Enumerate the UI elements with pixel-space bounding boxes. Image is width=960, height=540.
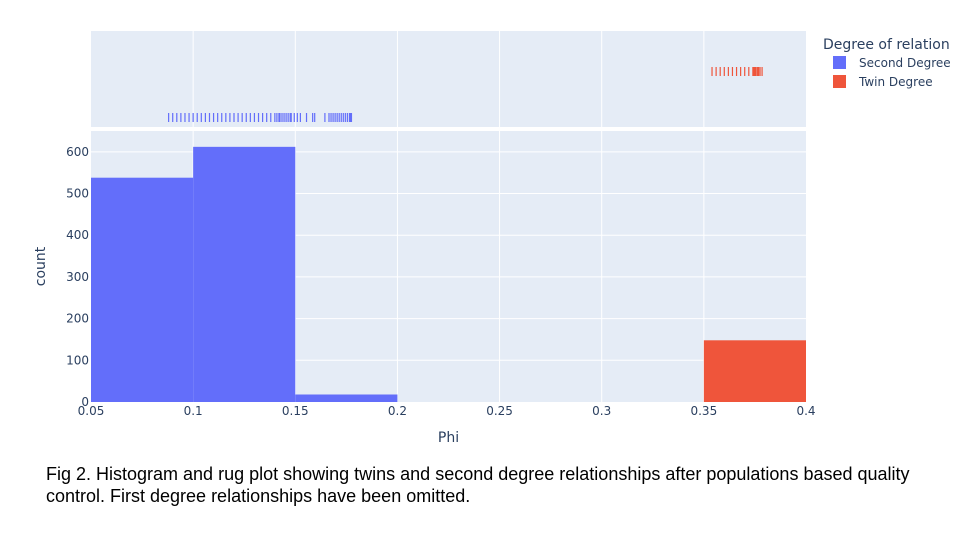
y-tick-label: 300: [66, 270, 89, 284]
histogram-bar-second-degree: [91, 177, 194, 402]
x-tick-label: 0.3: [592, 404, 611, 418]
x-tick-label: 0.25: [486, 404, 513, 418]
legend: Degree of relation Second Degree Twin De…: [823, 37, 951, 89]
x-tick-label: 0.2: [388, 404, 407, 418]
y-tick-label: 200: [66, 312, 89, 326]
histogram-bar-second-degree: [193, 146, 296, 402]
legend-title: Degree of relation: [823, 37, 950, 53]
rug-marks: [168, 67, 763, 122]
x-tick-label: 0.1: [184, 404, 203, 418]
x-tick-label: 0.35: [690, 404, 717, 418]
y-tick-label: 500: [66, 187, 89, 201]
x-axis-title: Phi: [438, 430, 459, 446]
y-tick-label: 0: [81, 395, 89, 409]
legend-label-second-degree: Second Degree: [859, 56, 951, 70]
axis-tick-labels: 0.05 0.1 0.15 0.2 0.25 0.3 0.35 0.4 0 100 200 300 40…: [66, 145, 815, 418]
histogram-bars: [91, 146, 806, 402]
legend-swatch-twin-degree: [833, 75, 846, 88]
x-tick-label: 0.05: [78, 404, 105, 418]
y-tick-label: 600: [66, 145, 89, 159]
legend-label-twin-degree: Twin Degree: [858, 75, 933, 89]
figure-caption: Fig 2. Histogram and rug plot showing tw…: [46, 464, 910, 506]
legend-item-twin-degree[interactable]: Twin Degree: [833, 75, 933, 89]
legend-swatch-second-degree: [833, 56, 846, 69]
histogram-bar-twin-degree: [703, 340, 806, 402]
x-tick-label: 0.4: [796, 404, 815, 418]
legend-item-second-degree[interactable]: Second Degree: [833, 56, 951, 70]
rug-plot-background: [91, 31, 806, 127]
x-tick-label: 0.15: [282, 404, 309, 418]
y-axis-title: count: [33, 246, 49, 286]
y-tick-label: 100: [66, 353, 89, 367]
chart: 0.05 0.1 0.15 0.2 0.25 0.3 0.35 0.4 0 100 200 300 40…: [33, 31, 951, 446]
histogram-bar-second-degree: [295, 394, 398, 402]
y-tick-label: 400: [66, 228, 89, 242]
